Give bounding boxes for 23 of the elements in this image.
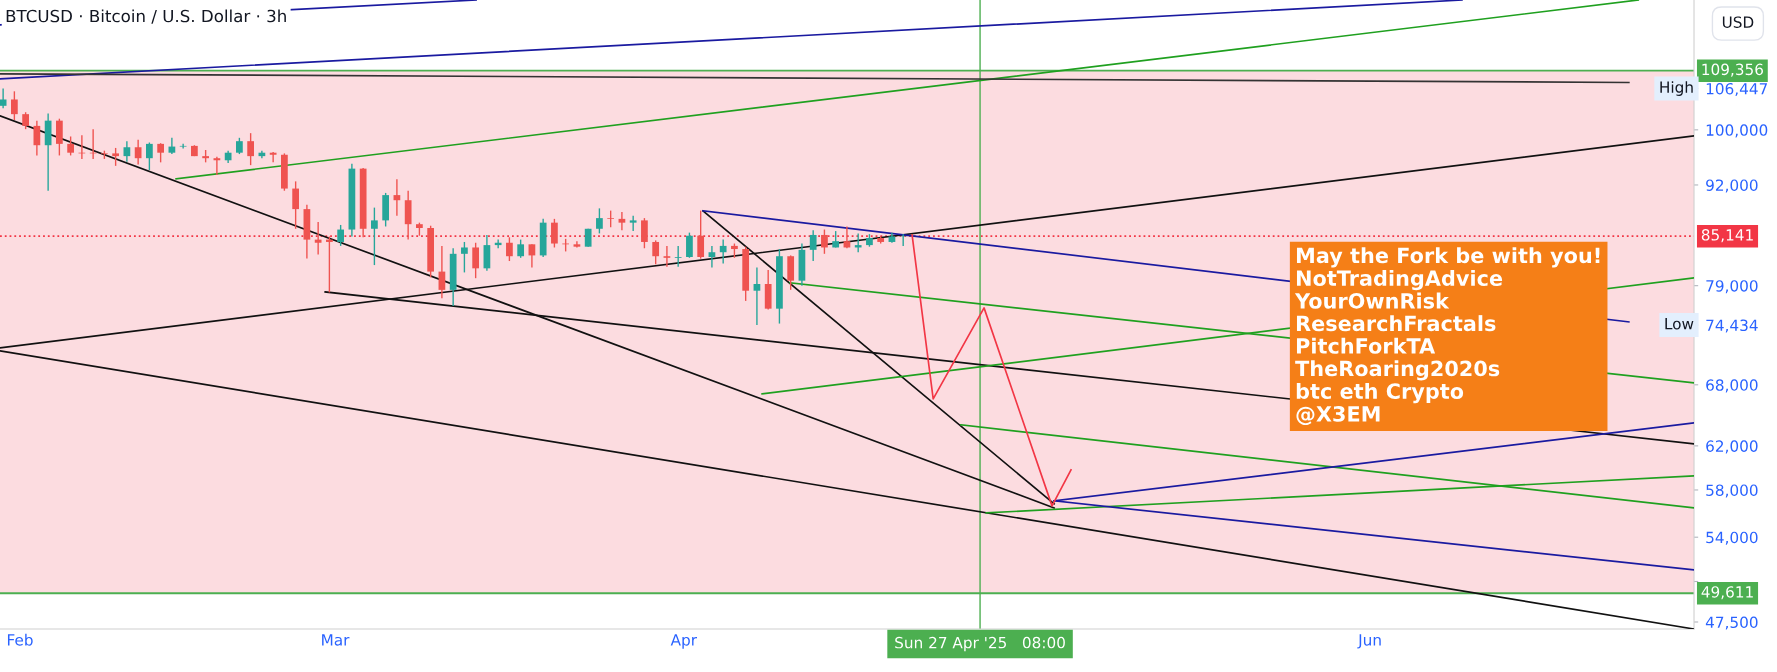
ref-line-label: 85,141 [1701, 229, 1753, 243]
y-tick-label: 68,000 [1706, 379, 1758, 393]
y-tick-label: 79,000 [1706, 280, 1758, 294]
x-tick-label: Mar [322, 634, 350, 646]
x-tick-label: Jun [1357, 634, 1381, 649]
y-tick-label: 74,434 [1706, 319, 1758, 333]
y-tick-label: 100,000 [1706, 124, 1768, 138]
x-tick-label: Feb [7, 633, 33, 646]
y-tick-label: 106,447 [1706, 83, 1767, 97]
y-tick-label: 54,000 [1706, 531, 1758, 545]
ref-line-label: Sun 27 Apr '25 08:00 [895, 636, 1065, 652]
annotation: High [1660, 81, 1693, 96]
x-tick-label: Apr [670, 634, 698, 649]
chart-title: BTCUSD · Bitcoin / U.S. Dollar · 3h [6, 9, 286, 24]
ref-line-label: 109,356 [1702, 63, 1764, 77]
annotation: Low [1665, 318, 1694, 330]
annotation: May the Fork be with you! NotTradingAdvice YourOwnRisk ResearchFractals PitchForkTA TheRoaring2020s btc eth Crypto @X3EM [1294, 247, 1600, 426]
ref-line-label: 49,611 [1701, 586, 1753, 600]
y-tick-label: 58,000 [1706, 484, 1758, 498]
y-tick-label: 92,000 [1706, 179, 1758, 193]
text: USD [1722, 16, 1754, 28]
y-tick-label: 62,000 [1706, 440, 1758, 454]
y-tick-label: 47,500 [1705, 616, 1758, 630]
